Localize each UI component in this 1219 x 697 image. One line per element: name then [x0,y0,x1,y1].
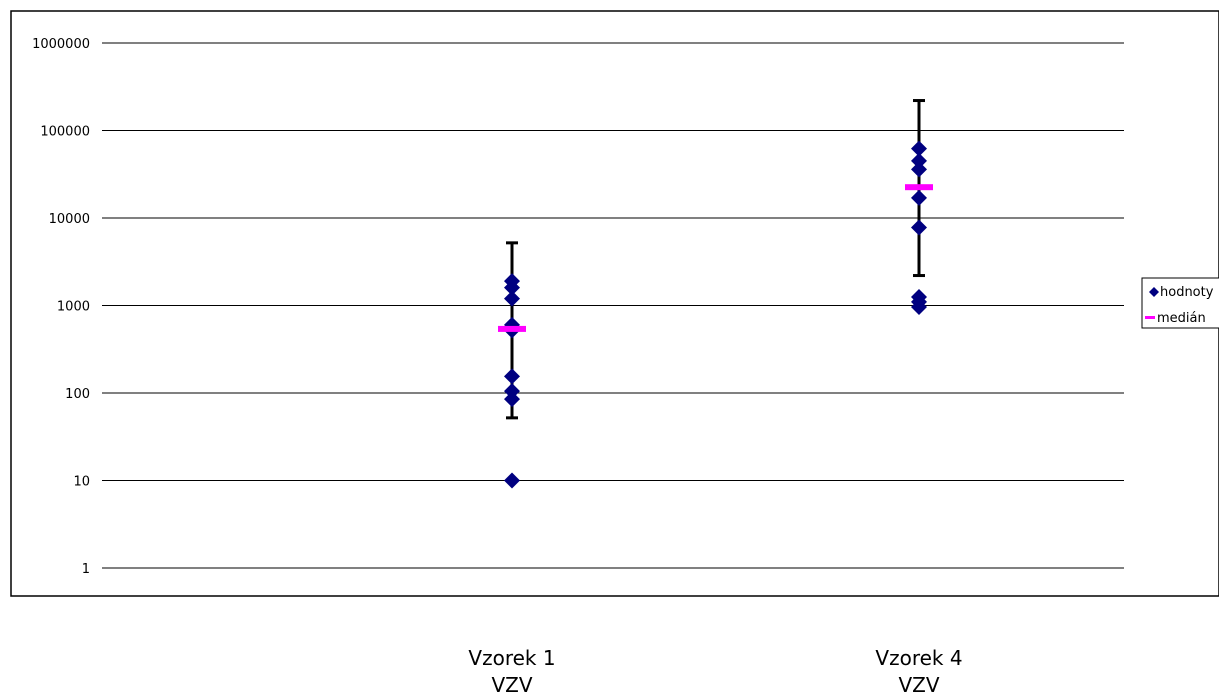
y-tick-label-1000: 1000 [57,300,90,315]
legend-box [1141,277,1219,329]
median-marker-1 [498,325,526,332]
data-point-1-3 [504,383,520,400]
y-tick-label-100000: 100000 [40,125,90,140]
data-point-2-4 [911,219,927,236]
y-tick-label-10: 10 [73,475,90,490]
data-point-1-1 [504,472,520,489]
y-tick-label-100: 100 [65,387,90,402]
y-tick-label-1000000: 1000000 [32,37,90,52]
legend-label-median: medián [1157,311,1206,326]
legend-label-values: hodnoty [1160,285,1214,300]
data-point-1-9 [504,273,520,290]
data-point-2-7 [911,152,927,169]
y-tick-label-10000: 10000 [49,212,90,227]
category-label-1-line1: Vzorek 1 [468,646,555,670]
data-point-2-5 [911,189,927,206]
data-point-1-2 [504,391,520,408]
legend-median-dash-icon [1145,316,1155,319]
median-markers [498,184,933,332]
median-marker-2 [905,184,933,191]
data-point-2-8 [911,140,927,157]
legend-diamond-icon [1149,287,1159,297]
data-point-2-3 [911,289,927,306]
category-labels: Vzorek 1 VZV Vzorek 4 VZV [468,646,962,697]
chart-area-frame [10,10,1219,597]
y-axis-tick-labels: 1 10 100 1000 10000 100000 1000000 [32,37,90,577]
category-label-2-line2: VZV [898,673,939,697]
data-point-1-4 [504,368,520,385]
gridlines [102,42,1124,569]
y-tick-label-1: 1 [82,562,90,577]
data-point-2-6 [911,161,927,178]
category-label-1-line2: VZV [491,673,532,697]
category-label-2-line1: Vzorek 4 [875,646,962,670]
data-point-1-7 [504,290,520,307]
legend: hodnoty medián [1141,277,1219,329]
